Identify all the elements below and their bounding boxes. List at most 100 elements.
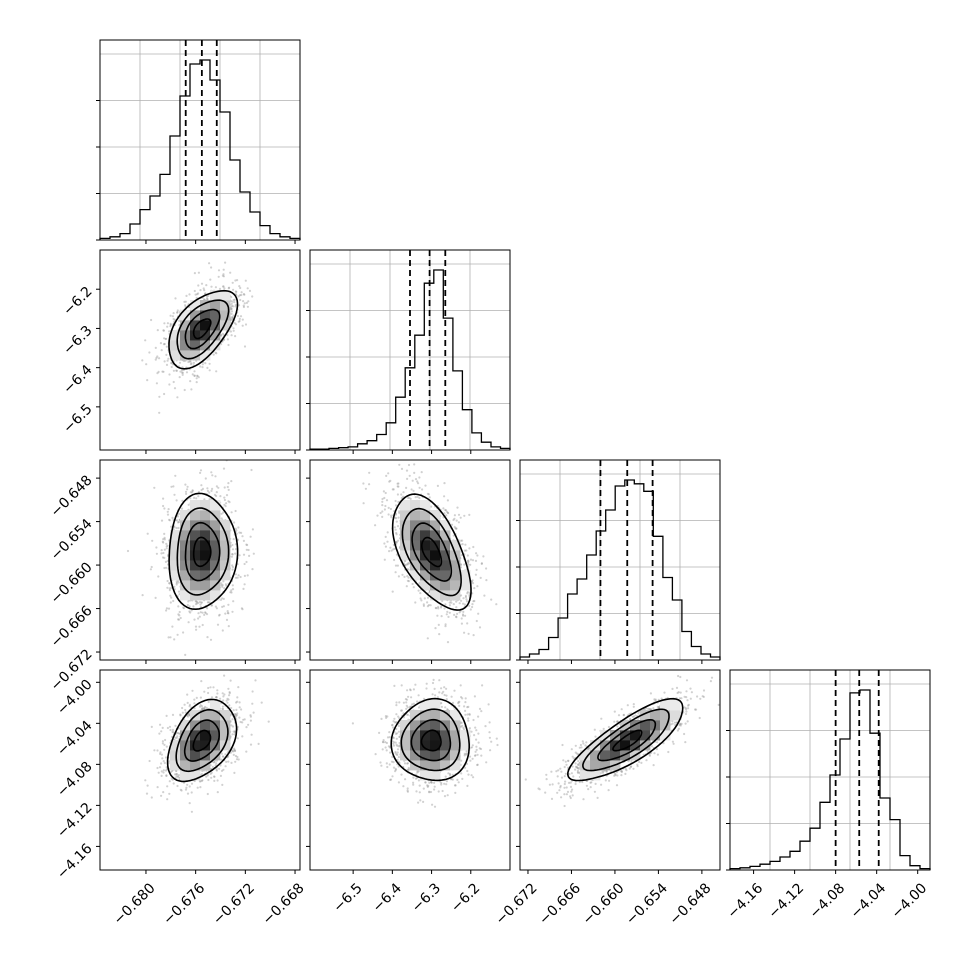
scatter-point <box>406 563 409 566</box>
scatter-point <box>154 346 157 349</box>
scatter-point <box>163 322 166 325</box>
scatter-point <box>452 518 455 522</box>
scatter-point <box>404 559 407 563</box>
scatter-point <box>181 499 184 502</box>
scatter-point <box>197 292 200 295</box>
scatter-point <box>234 303 237 306</box>
density-cell <box>190 530 201 541</box>
scatter-point <box>468 604 471 607</box>
scatter-point <box>177 613 180 616</box>
scatter-point <box>421 488 424 491</box>
contour-level-1 <box>184 308 221 350</box>
scatter-point <box>407 496 410 500</box>
scatter-point <box>381 500 384 503</box>
density-cell <box>440 540 451 551</box>
scatter-point <box>475 552 478 555</box>
scatter-point <box>395 533 398 536</box>
scatter-point <box>395 541 398 544</box>
scatter-point <box>166 579 169 583</box>
scatter-point <box>384 504 387 508</box>
scatter-point <box>167 607 171 610</box>
scatter-point <box>417 589 420 592</box>
scatter-point <box>170 362 173 365</box>
scatter-point <box>181 373 184 376</box>
scatter-point <box>208 498 211 501</box>
density-cell <box>410 560 421 571</box>
scatter-point <box>215 769 218 772</box>
scatter-point <box>197 612 200 615</box>
scatter-point <box>217 275 220 278</box>
scatter-point <box>393 526 396 529</box>
scatter-point <box>463 603 466 606</box>
scatter-point <box>145 792 149 795</box>
scatter-point <box>220 584 223 587</box>
scatter-point <box>204 362 207 365</box>
scatter-point <box>462 597 465 600</box>
scatter-point <box>164 560 167 564</box>
scatter-point <box>230 304 234 307</box>
scatter-point <box>231 733 234 736</box>
scatter-point <box>171 516 174 520</box>
scatter-point <box>173 585 176 588</box>
scatter-point <box>220 512 223 515</box>
scatter-point <box>178 361 182 364</box>
density-cell <box>200 520 211 531</box>
density-cell <box>180 350 191 361</box>
scatter-point <box>389 479 392 482</box>
density-cell <box>200 340 211 351</box>
scatter-point <box>186 488 189 491</box>
scatter-point <box>196 602 199 605</box>
scatter-point <box>228 704 231 707</box>
scatter-point <box>168 582 171 585</box>
scatter-point <box>246 574 249 577</box>
scatter-point <box>234 713 237 716</box>
scatter-point <box>417 457 419 459</box>
scatter-point <box>221 332 224 335</box>
contour-lines <box>391 493 472 611</box>
scatter-point <box>466 561 469 564</box>
scatter-point <box>221 708 225 711</box>
scatter-point <box>165 566 168 569</box>
scatter-point <box>240 291 243 294</box>
density-cell <box>440 580 451 591</box>
scatter-point <box>160 753 163 756</box>
scatter-point <box>453 613 456 617</box>
scatter-point <box>394 516 397 519</box>
scatter-point <box>405 585 408 588</box>
scatter-point <box>146 379 149 382</box>
scatter-point <box>385 474 388 477</box>
density-cell <box>180 560 191 571</box>
scatter-point <box>168 587 171 590</box>
scatter-point <box>427 493 430 496</box>
scatter-point <box>238 701 241 704</box>
scatter-point <box>463 563 466 566</box>
scatter-point <box>223 503 226 506</box>
scatter-point <box>230 334 233 337</box>
scatter-point <box>471 579 474 582</box>
scatter-point <box>455 600 458 603</box>
scatter-point <box>221 584 224 587</box>
scatter-point <box>463 514 466 517</box>
scatter-point <box>195 296 198 299</box>
scatter-point <box>209 686 212 689</box>
scatter-point <box>455 616 458 619</box>
scatter-point <box>172 599 175 603</box>
scatter-point <box>214 764 217 767</box>
scatter-point <box>161 370 164 373</box>
scatter-point <box>247 548 250 552</box>
scatter-point <box>165 774 168 778</box>
scatter-point <box>447 511 450 515</box>
scatter-point <box>241 608 244 611</box>
scatter-point <box>220 517 223 520</box>
scatter-point <box>173 493 176 496</box>
scatter-point <box>459 539 463 542</box>
scatter-point <box>388 480 391 483</box>
scatter-point <box>231 553 234 556</box>
density-cell <box>420 500 431 511</box>
scatter-point <box>467 559 470 562</box>
scatter-point <box>238 285 241 288</box>
scatter-point <box>401 573 404 576</box>
scatter-point <box>239 315 243 318</box>
density-cell <box>180 340 191 351</box>
scatter-point <box>141 594 144 597</box>
